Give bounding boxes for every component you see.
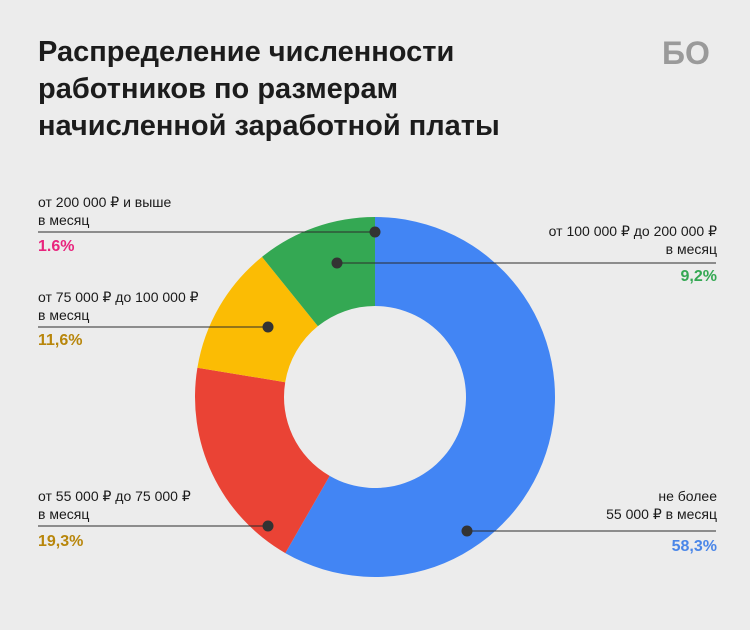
slice-label-100-200k: от 100 000 ₽ до 200 000 ₽ в месяц <box>548 223 717 257</box>
slice-label-under-55k: не более 55 000 ₽ в месяц <box>606 488 717 522</box>
chart-title: Распределение численности работников по … <box>38 36 500 142</box>
slice-under-55k <box>285 217 555 577</box>
dot-75-100k <box>262 321 274 333</box>
slice-75-100k <box>197 256 318 383</box>
slice-label-55-75k: от 55 000 ₽ до 75 000 ₽ в месяц <box>38 488 191 522</box>
dot-under-55k <box>461 525 473 537</box>
slice-label-200k-plus: от 200 000 ₽ и выше в месяц <box>38 194 172 228</box>
dot-200k-plus <box>369 226 381 238</box>
slice-value-100-200k: 9,2% <box>680 268 717 285</box>
slice-100k-plus <box>262 217 375 327</box>
slice-value-75-100k: 11,6% <box>38 332 83 349</box>
logo-text: БО <box>662 35 710 70</box>
slice-value-under-55k: 58,3% <box>671 538 717 555</box>
dot-100-200k <box>331 257 343 269</box>
dot-55-75k <box>262 520 274 532</box>
slice-55-75k <box>194 367 330 554</box>
logo-icon: БО <box>662 35 710 70</box>
slice-value-200k-plus: 1.6% <box>38 238 75 255</box>
slice-label-75-100k: от 75 000 ₽ до 100 000 ₽ в месяц <box>38 289 199 323</box>
slice-value-55-75k: 19,3% <box>38 533 84 550</box>
